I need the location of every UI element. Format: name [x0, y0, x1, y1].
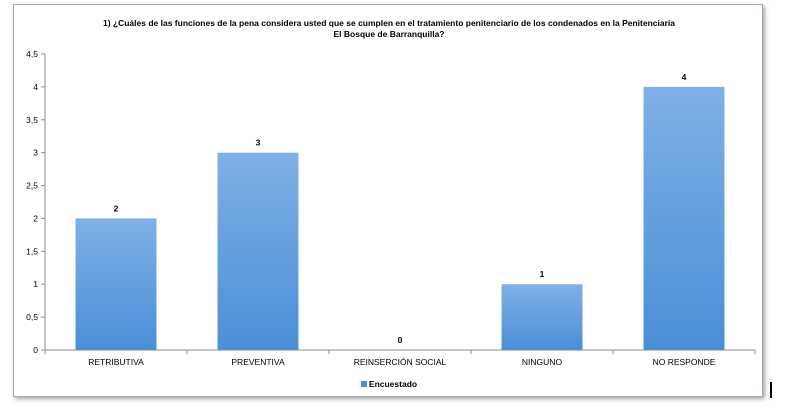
y-tick-label: 2 — [33, 213, 38, 223]
legend: Encuestado — [14, 379, 764, 389]
data-label: 3 — [256, 138, 261, 148]
y-tick-label: 4,5 — [26, 49, 38, 59]
data-label: 0 — [398, 335, 403, 345]
legend-label: Encuestado — [368, 379, 418, 389]
x-category-label: NO RESPONDE — [653, 357, 716, 367]
y-tick-label: 2,5 — [26, 181, 38, 191]
y-tick-label: 3 — [33, 148, 38, 158]
bar-ninguno — [501, 284, 583, 350]
x-category-label: PREVENTIVA — [231, 357, 285, 367]
bar-retributiva — [75, 218, 157, 350]
y-tick-label: 1,5 — [26, 246, 38, 256]
legend-swatch — [360, 381, 367, 387]
y-tick-label: 4 — [33, 82, 38, 92]
chart-title-line-2: El Bosque de Barranquilla? — [333, 29, 445, 39]
x-category-label: REINSERCIÓN SOCIAL — [354, 357, 447, 367]
bar-no-responde — [643, 86, 725, 350]
y-tick-label: 0 — [33, 345, 38, 355]
chart-frame: 1) ¿Cuáles de las funciones de la pena c… — [13, 4, 763, 397]
x-category-label: NINGUNO — [522, 357, 563, 367]
x-category-label: RETRIBUTIVA — [88, 357, 144, 367]
data-label: 4 — [682, 72, 687, 82]
bar-preventiva — [217, 152, 299, 350]
data-label: 1 — [540, 269, 545, 279]
y-tick-label: 0,5 — [26, 312, 38, 322]
bar-chart: 0 0,5 1 1,5 2 2,5 3 3,5 4 4,5 2 RETRIBUTIVA 3 PREVENT… — [26, 49, 756, 367]
text-cursor-mark — [770, 382, 772, 398]
y-tick-label: 1 — [33, 279, 38, 289]
chart-title-line-1: 1) ¿Cuáles de las funciones de la pena c… — [102, 18, 676, 28]
y-tick-label: 3,5 — [26, 115, 38, 125]
chart-title: 1) ¿Cuáles de las funciones de la pena c… — [14, 18, 764, 40]
data-label: 2 — [114, 203, 119, 213]
